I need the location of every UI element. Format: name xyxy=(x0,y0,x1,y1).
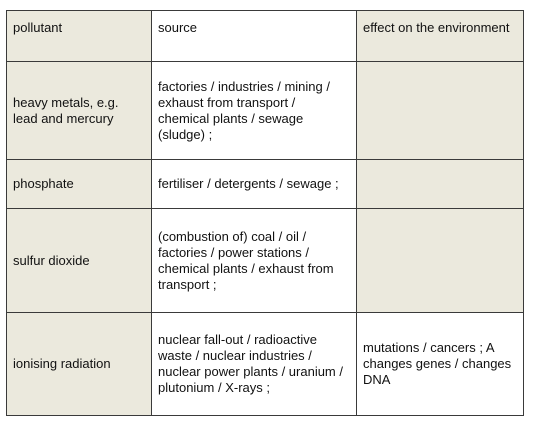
pollutant-name: sulfur dioxide xyxy=(13,252,90,268)
source-text: (combustion of) coal / oil / factories /… xyxy=(158,228,334,292)
header-source-label: source xyxy=(158,20,198,35)
pollutant-name: heavy metals, e.g. lead and mercury xyxy=(13,94,119,126)
header-cell-pollutant: pollutant xyxy=(6,10,152,62)
table-header-row: pollutant source effect on the environme… xyxy=(6,10,524,62)
source-cell: fertiliser / detergents / sewage ; xyxy=(151,159,357,209)
table-row: ionising radiation nuclear fall-out / ra… xyxy=(6,312,524,416)
table-row: phosphate fertiliser / detergents / sewa… xyxy=(6,159,524,209)
table-row: heavy metals, e.g. lead and mercury fact… xyxy=(6,61,524,160)
pollutant-name: ionising radiation xyxy=(13,356,111,371)
pollutant-cell: heavy metals, e.g. lead and mercury xyxy=(6,61,152,160)
source-cell: (combustion of) coal / oil / factories /… xyxy=(151,208,357,313)
header-cell-effect: effect on the environment xyxy=(356,10,524,62)
pollution-table: pollutant source effect on the environme… xyxy=(6,10,524,416)
effect-cell: mutations / cancers ; A changes genes / … xyxy=(356,312,524,416)
effect-text: mutations / cancers ; A changes genes / … xyxy=(363,340,512,387)
pollutant-cell: phosphate xyxy=(6,159,152,209)
effect-cell xyxy=(356,61,524,160)
source-cell: nuclear fall-out / radioactive waste / n… xyxy=(151,312,357,416)
source-text: nuclear fall-out / radioactive waste / n… xyxy=(158,332,343,395)
source-text: factories / industries / mining / exhaus… xyxy=(158,78,330,142)
header-effect-label: effect on the environment xyxy=(363,20,510,35)
header-pollutant-label: pollutant xyxy=(13,20,63,35)
effect-cell xyxy=(356,208,524,313)
pollutant-name: phosphate xyxy=(13,176,74,191)
source-cell: factories / industries / mining / exhaus… xyxy=(151,61,357,160)
source-text: fertiliser / detergents / sewage ; xyxy=(158,176,339,191)
header-cell-source: source xyxy=(151,10,357,62)
pollutant-cell: sulfur dioxide xyxy=(6,208,152,313)
pollutant-cell: ionising radiation xyxy=(6,312,152,416)
table-row: sulfur dioxide (combustion of) coal / oi… xyxy=(6,208,524,313)
effect-cell xyxy=(356,159,524,209)
